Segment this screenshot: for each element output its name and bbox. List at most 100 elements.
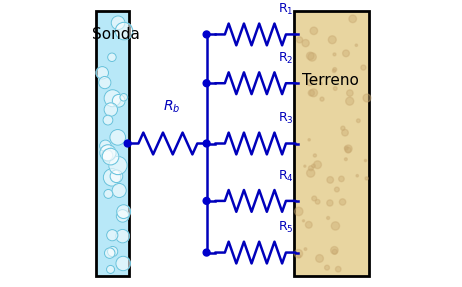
Circle shape	[313, 154, 316, 157]
Circle shape	[103, 169, 121, 186]
Circle shape	[116, 210, 129, 222]
Circle shape	[307, 169, 315, 177]
Circle shape	[112, 183, 126, 197]
Circle shape	[203, 140, 210, 147]
Circle shape	[361, 65, 366, 70]
Text: R$_5$: R$_5$	[278, 220, 294, 235]
Circle shape	[310, 89, 317, 97]
Circle shape	[116, 229, 129, 243]
Circle shape	[100, 140, 111, 152]
Circle shape	[99, 77, 111, 89]
Circle shape	[331, 247, 338, 254]
Circle shape	[345, 158, 347, 161]
Text: R$_4$: R$_4$	[278, 168, 294, 184]
Circle shape	[102, 148, 119, 165]
Circle shape	[340, 199, 346, 205]
Circle shape	[304, 248, 307, 250]
Text: R$_b$: R$_b$	[164, 98, 181, 115]
Circle shape	[115, 22, 133, 40]
Circle shape	[116, 256, 130, 271]
Circle shape	[335, 266, 341, 272]
Bar	[294, 11, 369, 276]
Circle shape	[315, 78, 317, 81]
Circle shape	[120, 94, 128, 101]
Circle shape	[334, 187, 339, 192]
Circle shape	[104, 189, 113, 198]
Circle shape	[102, 150, 113, 161]
Circle shape	[308, 90, 315, 96]
Circle shape	[325, 265, 329, 270]
Circle shape	[308, 53, 316, 61]
Circle shape	[107, 230, 118, 241]
Circle shape	[345, 146, 348, 150]
Circle shape	[346, 97, 354, 105]
Circle shape	[203, 249, 210, 256]
Circle shape	[331, 222, 340, 230]
Circle shape	[316, 255, 323, 262]
Circle shape	[117, 205, 130, 218]
Circle shape	[315, 199, 320, 204]
Circle shape	[328, 36, 336, 44]
Circle shape	[312, 196, 316, 201]
Text: R$_1$: R$_1$	[278, 2, 294, 17]
Circle shape	[100, 145, 116, 161]
Circle shape	[333, 67, 337, 71]
Circle shape	[110, 170, 123, 183]
Text: Terreno: Terreno	[302, 73, 359, 88]
Circle shape	[108, 247, 118, 257]
Circle shape	[314, 161, 322, 169]
Circle shape	[332, 249, 337, 254]
Circle shape	[327, 200, 333, 206]
Circle shape	[303, 220, 304, 222]
Circle shape	[294, 249, 303, 258]
Circle shape	[107, 265, 115, 274]
Circle shape	[305, 222, 312, 228]
Circle shape	[104, 90, 121, 107]
Circle shape	[345, 147, 351, 153]
Circle shape	[343, 50, 349, 57]
Circle shape	[108, 53, 116, 61]
Circle shape	[339, 176, 344, 182]
Circle shape	[306, 52, 314, 60]
Circle shape	[304, 165, 306, 167]
Circle shape	[297, 37, 303, 43]
Circle shape	[334, 87, 337, 90]
Circle shape	[333, 53, 336, 56]
Circle shape	[320, 97, 324, 101]
Circle shape	[298, 255, 301, 258]
Circle shape	[109, 156, 127, 175]
Text: R$_3$: R$_3$	[278, 111, 294, 126]
Circle shape	[345, 145, 352, 152]
Circle shape	[355, 44, 358, 46]
Circle shape	[111, 16, 125, 30]
Circle shape	[327, 177, 334, 183]
Circle shape	[356, 174, 359, 177]
Bar	[96, 11, 129, 276]
Circle shape	[327, 216, 329, 220]
Circle shape	[112, 94, 125, 107]
Circle shape	[341, 126, 345, 130]
Circle shape	[312, 164, 316, 168]
Circle shape	[203, 31, 210, 38]
Circle shape	[342, 129, 348, 136]
Circle shape	[365, 159, 367, 162]
Circle shape	[363, 94, 371, 102]
Circle shape	[310, 27, 317, 34]
Circle shape	[309, 166, 313, 171]
Circle shape	[308, 139, 310, 141]
Circle shape	[349, 15, 357, 23]
Text: Sonda: Sonda	[92, 27, 140, 42]
Circle shape	[365, 177, 368, 180]
Circle shape	[307, 79, 313, 86]
Circle shape	[203, 80, 210, 87]
Circle shape	[124, 140, 131, 147]
Circle shape	[96, 67, 109, 79]
Circle shape	[110, 129, 126, 145]
Circle shape	[203, 197, 210, 204]
Circle shape	[103, 115, 113, 125]
Circle shape	[104, 103, 117, 116]
Circle shape	[346, 90, 353, 96]
Circle shape	[320, 82, 322, 85]
Circle shape	[302, 40, 309, 47]
Circle shape	[357, 119, 360, 123]
